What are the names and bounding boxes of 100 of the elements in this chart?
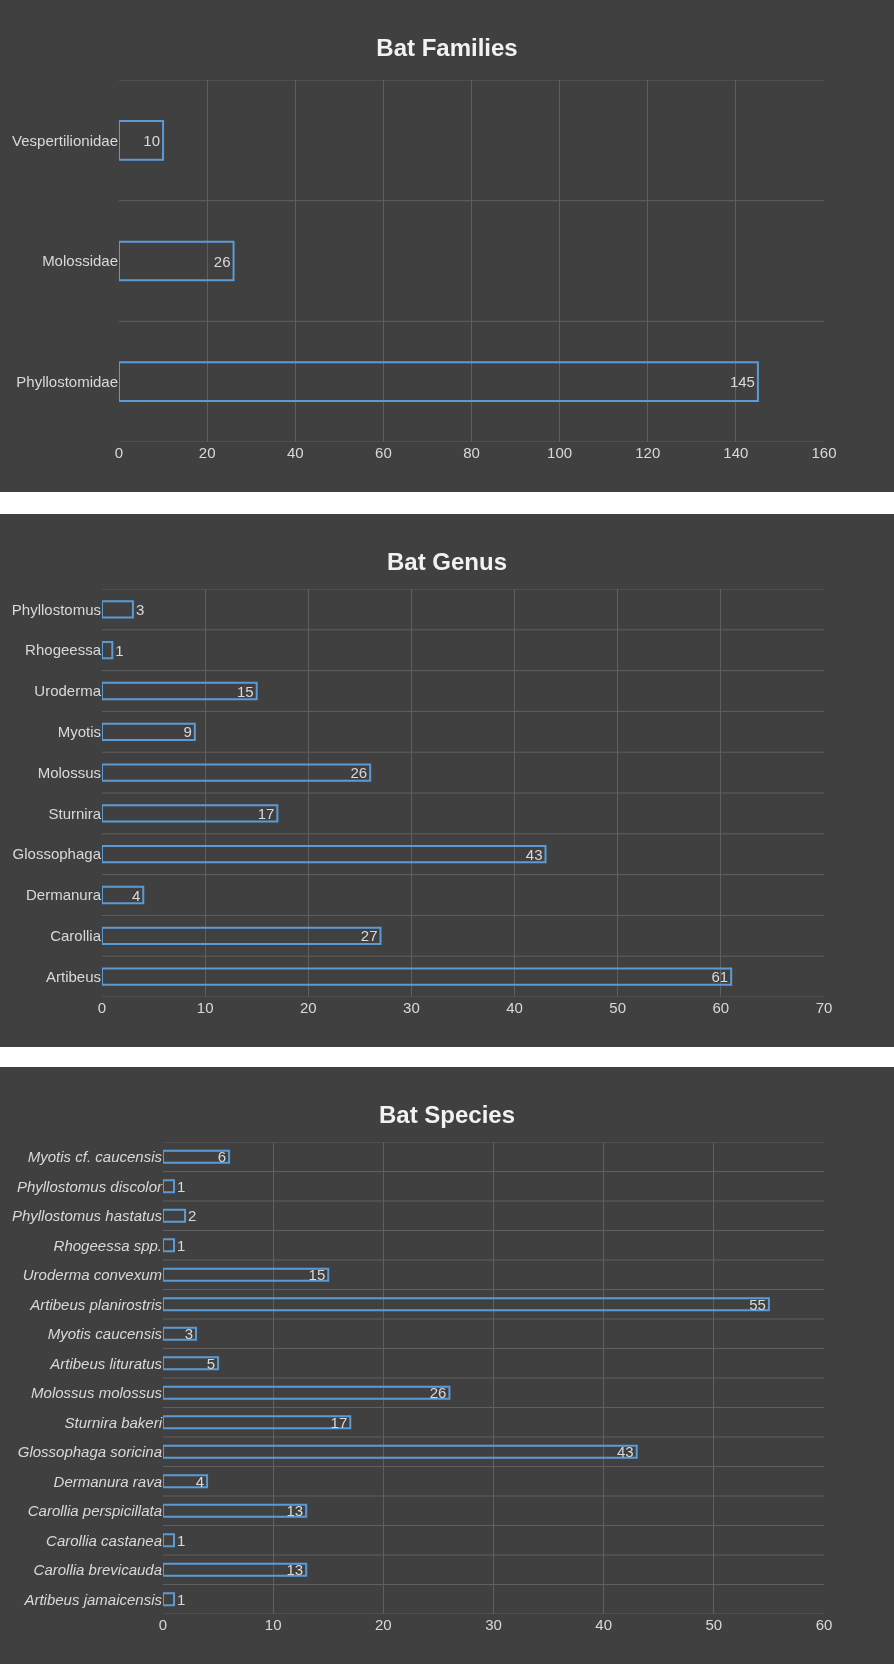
y-tick-label: Phyllostomus discolor: [16, 1177, 163, 1195]
x-tick-label: 140: [723, 444, 749, 461]
y-tick-label: Phyllostomus: [11, 600, 101, 618]
bar: [163, 1179, 176, 1194]
data-label: 4: [131, 886, 141, 904]
y-tick-label: Phyllostomidae: [16, 372, 118, 390]
y-tick-label: Myotis: [57, 723, 101, 741]
data-label: 1: [177, 1236, 186, 1254]
data-label: 3: [135, 600, 145, 618]
bar: [163, 1474, 209, 1489]
data-label: 27: [360, 927, 378, 945]
x-tick-label: 40: [286, 444, 304, 461]
x-tick-label: 40: [506, 999, 523, 1016]
data-label: 26: [350, 764, 368, 782]
bar: [119, 361, 759, 402]
chart-title: Bat Families: [376, 34, 518, 62]
y-tick-label: Dermanura: [25, 886, 102, 904]
bar: [163, 1356, 220, 1371]
bar: [163, 1444, 638, 1459]
data-label: 10: [143, 131, 161, 149]
data-label: 6: [217, 1148, 227, 1166]
y-tick-label: Carollia brevicauda: [33, 1561, 162, 1578]
data-label: 43: [525, 845, 543, 863]
bar: [102, 967, 733, 986]
y-tick-label: Myotis cf. caucensis: [27, 1148, 163, 1165]
y-tick-label: Artibeus planirostris: [29, 1295, 163, 1313]
bar: [163, 1592, 176, 1607]
x-tick-label: 80: [463, 444, 480, 461]
y-tick-label: Carollia castanea: [46, 1531, 162, 1549]
x-tick-label: 120: [635, 444, 661, 461]
x-tick-label: 70: [815, 999, 833, 1016]
bar: [163, 1415, 352, 1430]
x-tick-label: 60: [375, 444, 392, 461]
bar: [163, 1503, 308, 1518]
bar: [102, 722, 196, 741]
y-tick-label: Carollia: [50, 927, 102, 945]
bar: [102, 845, 547, 864]
data-label: 26: [213, 252, 231, 270]
bar: [163, 1267, 330, 1282]
x-tick-label: 10: [264, 1616, 282, 1633]
y-tick-label: Glossophaga soricina: [17, 1443, 162, 1460]
bar: [163, 1562, 308, 1577]
y-tick-label: Rhogeessa: [25, 641, 102, 659]
x-tick-label: 60: [815, 1616, 833, 1633]
x-tick-label: 0: [97, 999, 107, 1016]
bar: [102, 641, 114, 660]
bar: [163, 1533, 176, 1548]
data-label: 9: [183, 723, 192, 741]
y-tick-label: Molossus molossus: [31, 1384, 163, 1401]
data-label: 4: [195, 1472, 205, 1490]
data-label: 13: [286, 1502, 304, 1520]
data-label: 1: [177, 1531, 186, 1549]
y-tick-label: Rhogeessa spp.: [53, 1236, 162, 1254]
data-label: 5: [206, 1354, 216, 1372]
y-tick-label: Molossidae: [42, 252, 118, 270]
bar: [102, 763, 372, 782]
y-tick-label: Dermanura rava: [53, 1472, 162, 1490]
x-tick-label: 20: [299, 999, 317, 1016]
y-tick-label: Uroderma: [34, 682, 102, 700]
bar: [102, 804, 279, 823]
x-tick-label: 50: [705, 1616, 723, 1633]
bar: [163, 1208, 187, 1223]
y-tick-label: Artibeus jamaicensis: [23, 1590, 163, 1608]
bar: [102, 600, 134, 619]
data-label: 3: [184, 1325, 194, 1343]
chart-title: Bat Genus: [386, 548, 508, 576]
bar: [163, 1385, 451, 1400]
data-label: 43: [617, 1443, 634, 1461]
x-tick-label: 40: [595, 1616, 613, 1633]
data-label: 61: [711, 968, 729, 986]
x-tick-label: 60: [712, 999, 730, 1016]
data-label: 1: [177, 1590, 186, 1608]
bar: [102, 885, 145, 905]
data-label: 26: [429, 1384, 447, 1402]
data-label: 55: [749, 1295, 766, 1313]
x-tick-label: 50: [609, 999, 627, 1016]
bar: [163, 1326, 198, 1341]
y-tick-label: Carollia perspicillata: [27, 1502, 162, 1519]
chart-title: Bat Species: [378, 1101, 516, 1129]
data-label: 15: [308, 1266, 326, 1284]
x-tick-label: 30: [485, 1616, 502, 1633]
bar: [119, 120, 165, 161]
x-tick-label: 100: [547, 444, 573, 461]
y-tick-label: Phyllostomus hastatus: [11, 1207, 163, 1224]
bar: [119, 240, 235, 282]
bar: [163, 1238, 176, 1253]
y-tick-label: Sturnira bakeri: [64, 1413, 163, 1431]
y-tick-label: Vespertilionidae: [12, 131, 118, 149]
y-tick-label: Sturnira: [48, 804, 102, 822]
x-tick-label: 160: [811, 444, 837, 461]
bar: [102, 681, 258, 701]
y-tick-label: Molossus: [37, 763, 101, 781]
x-tick-label: 10: [196, 999, 214, 1016]
bar: [163, 1149, 231, 1164]
x-tick-label: 20: [374, 1616, 392, 1633]
y-tick-label: Artibeus: [45, 967, 101, 985]
bar: [163, 1297, 770, 1312]
data-label: 1: [115, 641, 124, 659]
data-label: 17: [330, 1413, 348, 1431]
y-tick-label: Artibeus lituratus: [49, 1354, 163, 1372]
